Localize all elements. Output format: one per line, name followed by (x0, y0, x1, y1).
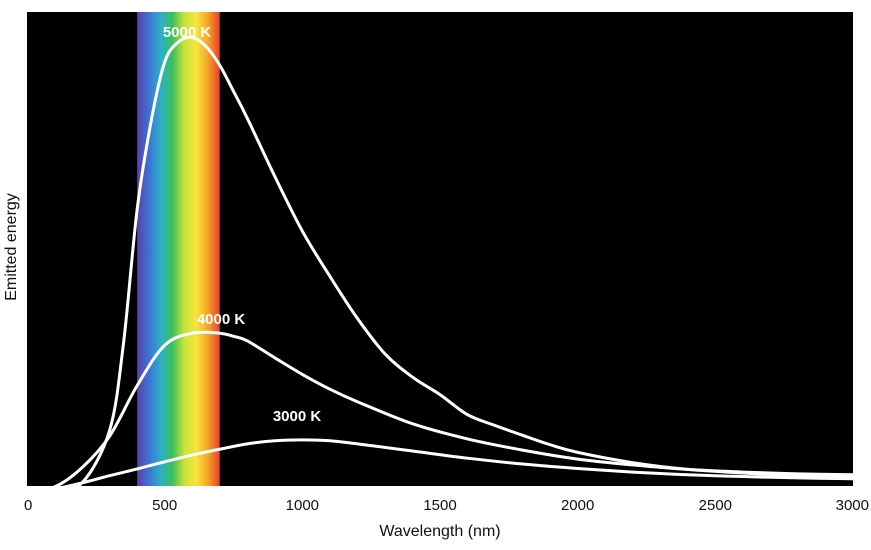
series-line-5000-k (26, 35, 854, 492)
x-tick-label: 1500 (423, 497, 456, 514)
x-tick-label: 2500 (699, 497, 732, 514)
x-tick-label: 0 (24, 497, 32, 514)
y-axis-title: Emitted energy (3, 193, 20, 301)
series-line-4000-k (26, 330, 854, 492)
series-layer (26, 35, 854, 492)
series-label-3000-k: 3000 K (273, 408, 322, 425)
x-tick-label: 500 (152, 497, 177, 514)
x-axis-title: Wavelength (nm) (379, 523, 500, 540)
visible-spectrum-band (137, 12, 220, 486)
series-label-5000-k: 5000 K (163, 24, 212, 41)
x-tick-label: 1000 (286, 497, 319, 514)
x-axis-ticks: 0 500 1000 1500 2000 2500 3000 (24, 497, 869, 514)
series-line-3000-k (26, 438, 854, 492)
x-tick-label: 3000 (836, 497, 869, 514)
x-tick-label: 2000 (561, 497, 594, 514)
series-label-4000-k: 4000 K (197, 311, 246, 328)
series-labels: 5000 K 4000 K 3000 K (163, 24, 322, 425)
